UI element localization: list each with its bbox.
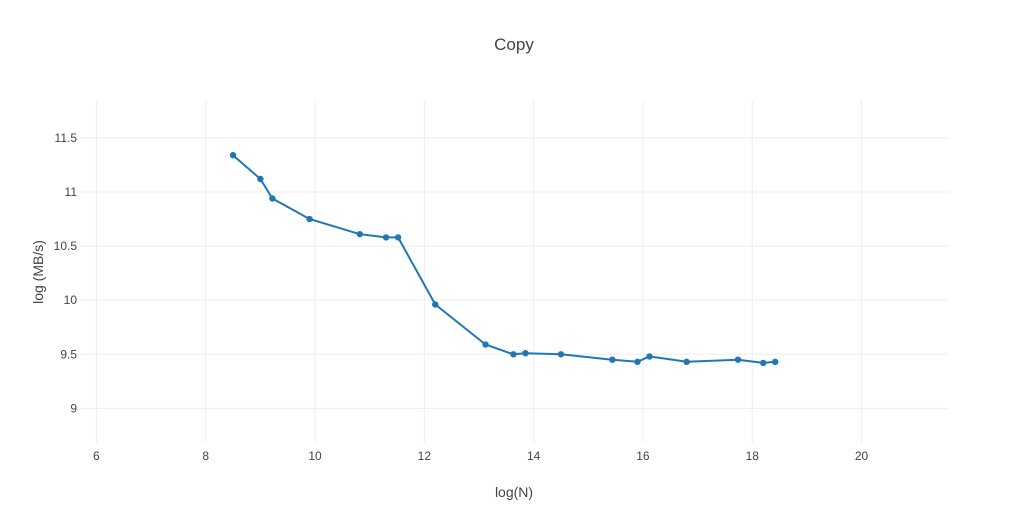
data-point <box>394 234 402 241</box>
x-tick-label: 20 <box>855 449 869 463</box>
y-tick-label: 9.5 <box>60 347 77 361</box>
data-point <box>510 351 517 358</box>
y-axis-title: log (MB/s) <box>30 240 46 304</box>
data-point <box>772 358 779 366</box>
y-tick-label: 10 <box>64 293 78 307</box>
data-point <box>557 351 565 358</box>
data-point <box>734 356 742 363</box>
data-point <box>609 356 616 363</box>
data-point <box>229 151 237 159</box>
data-point <box>356 230 364 238</box>
x-tick-label: 12 <box>418 449 432 463</box>
data-point <box>646 353 653 360</box>
data-point <box>522 349 529 357</box>
x-tick-label: 14 <box>527 449 541 463</box>
y-tick-label: 11 <box>65 185 78 199</box>
data-point <box>634 358 641 366</box>
x-axis-ticks: 6 8 10 12 14 16 18 20 <box>93 449 868 463</box>
data-point <box>432 301 439 308</box>
data-point <box>683 358 690 366</box>
y-tick-label: 9 <box>70 401 77 415</box>
y-gridlines <box>80 137 949 409</box>
data-point <box>759 359 767 367</box>
x-tick-label: 10 <box>308 449 322 463</box>
chart-title: Copy <box>494 35 534 54</box>
series-layer <box>229 151 779 367</box>
data-point <box>382 234 390 241</box>
x-tick-label: 18 <box>746 449 760 463</box>
x-axis-title: log(N) <box>495 484 533 500</box>
data-point <box>257 175 264 183</box>
x-tick-label: 8 <box>202 449 209 463</box>
x-gridlines <box>95 100 863 443</box>
y-tick-label: 11.5 <box>55 131 78 145</box>
series-line <box>232 154 776 364</box>
x-tick-label: 6 <box>93 449 100 463</box>
y-axis-ticks: 9 9.5 10 10.5 11 11.5 <box>54 131 78 416</box>
data-point <box>306 215 313 223</box>
x-tick-label: 16 <box>636 449 650 463</box>
y-tick-label: 10.5 <box>54 239 78 253</box>
data-point <box>269 195 276 202</box>
data-point <box>482 341 489 348</box>
